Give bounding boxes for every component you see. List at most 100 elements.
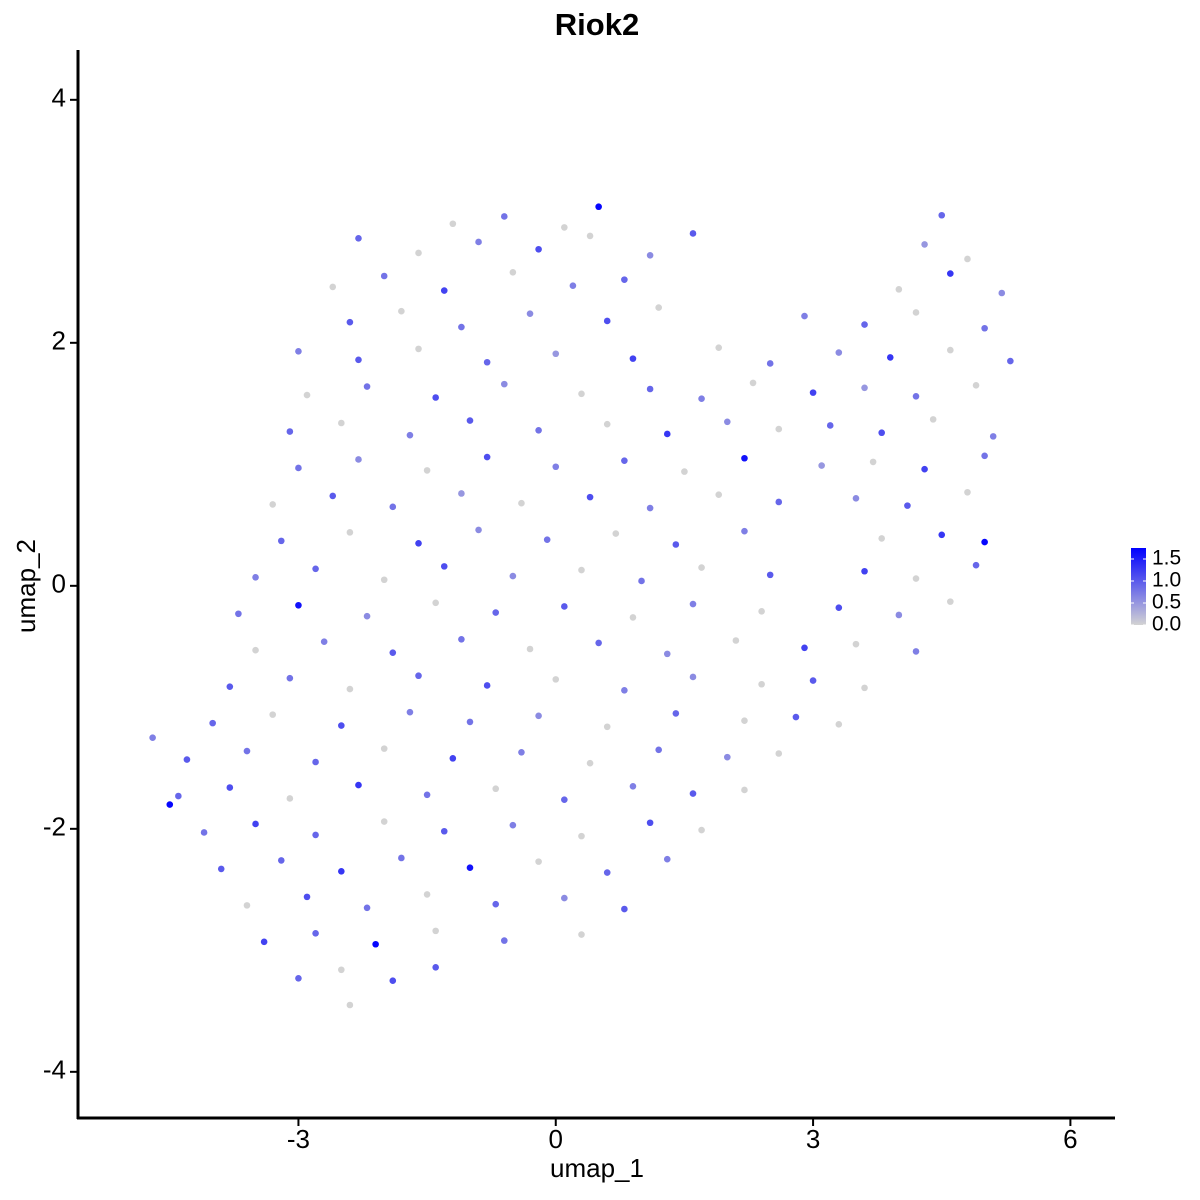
point <box>500 213 508 220</box>
point <box>209 719 216 727</box>
point <box>243 902 251 909</box>
x-tick-label: -3 <box>287 1124 310 1154</box>
point <box>621 905 628 913</box>
point <box>406 708 414 716</box>
point <box>603 723 611 731</box>
point <box>809 389 817 396</box>
point <box>363 383 371 390</box>
point <box>947 346 954 354</box>
point <box>689 790 697 797</box>
point <box>638 577 645 585</box>
x-tick-label: 0 <box>549 1124 563 1154</box>
colorbar-tick-label: 1.5 <box>1152 547 1181 570</box>
point <box>724 753 731 761</box>
point <box>475 526 482 534</box>
point <box>492 609 500 616</box>
point <box>252 646 259 654</box>
point <box>338 419 345 427</box>
point <box>355 356 362 364</box>
point <box>698 826 705 834</box>
point <box>929 416 937 423</box>
point <box>149 734 156 741</box>
point <box>766 571 774 579</box>
point <box>732 637 740 644</box>
y-tick-label: -4 <box>43 1055 66 1085</box>
point <box>166 801 174 808</box>
point <box>621 457 628 464</box>
point <box>415 672 422 680</box>
point <box>629 614 637 621</box>
point <box>226 683 234 690</box>
point <box>646 385 654 393</box>
point <box>500 937 508 944</box>
point <box>458 490 465 497</box>
point <box>303 391 311 399</box>
point <box>535 712 542 720</box>
point <box>312 758 319 766</box>
point <box>912 309 920 316</box>
point <box>775 425 783 433</box>
point <box>415 539 422 547</box>
point <box>466 864 474 872</box>
point <box>346 1001 354 1009</box>
point <box>852 495 860 502</box>
point <box>689 230 697 237</box>
point <box>775 750 783 757</box>
point <box>672 541 680 548</box>
point <box>741 454 748 462</box>
point <box>363 612 371 620</box>
point <box>458 635 465 643</box>
point <box>449 755 457 762</box>
point <box>329 283 337 291</box>
point <box>621 276 628 283</box>
point <box>741 527 748 535</box>
point <box>612 530 620 537</box>
point <box>715 344 723 351</box>
point <box>663 855 671 863</box>
point <box>346 318 354 326</box>
point <box>355 781 362 789</box>
point <box>312 930 319 937</box>
point <box>338 722 345 729</box>
point <box>801 644 808 652</box>
point <box>904 502 911 509</box>
point <box>818 462 825 469</box>
point <box>895 286 903 293</box>
y-tick-label: -2 <box>43 812 66 842</box>
point <box>561 603 568 610</box>
point <box>998 289 1006 297</box>
x-tick-label: 3 <box>806 1124 820 1154</box>
point <box>380 272 388 280</box>
point <box>886 354 894 361</box>
point <box>295 464 302 472</box>
point <box>355 235 362 242</box>
point <box>835 604 843 611</box>
point <box>380 745 388 752</box>
point <box>475 238 482 246</box>
point <box>578 832 585 840</box>
point <box>286 795 294 802</box>
point <box>423 467 431 474</box>
point <box>243 747 251 755</box>
point <box>895 611 903 619</box>
point <box>295 601 302 609</box>
point <box>440 287 448 294</box>
point <box>466 417 474 424</box>
point <box>320 638 328 646</box>
point <box>921 465 928 473</box>
point <box>578 390 585 398</box>
point <box>912 648 920 655</box>
point <box>629 783 637 790</box>
point <box>569 282 577 290</box>
point <box>663 430 671 438</box>
point <box>432 927 439 935</box>
point <box>766 360 774 367</box>
point <box>689 673 697 681</box>
point <box>295 348 302 355</box>
point <box>921 241 928 248</box>
point <box>535 427 542 434</box>
point <box>509 572 517 580</box>
point <box>346 529 354 536</box>
x-tick-label: 6 <box>1063 1124 1077 1154</box>
point <box>595 639 602 647</box>
